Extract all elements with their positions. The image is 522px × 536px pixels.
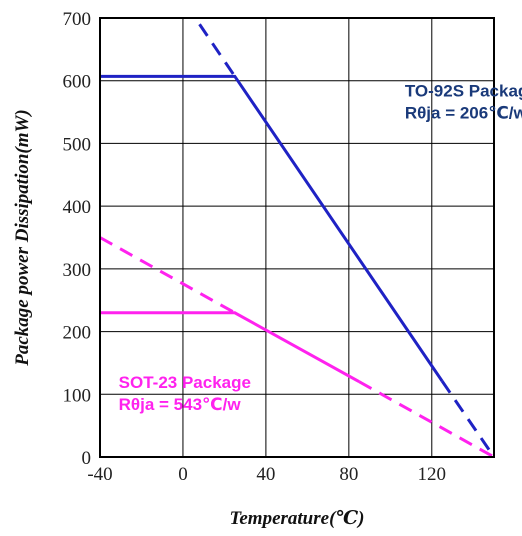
x-tick-label: 40 — [256, 464, 275, 485]
series-layer — [99, 23, 496, 459]
x-tick-label: 0 — [178, 464, 188, 485]
sot23-derating-line — [100, 311, 360, 384]
sot23-extrapolation-line — [358, 380, 495, 459]
x-tick-label: 80 — [339, 464, 358, 485]
y-axis-title: Package power Dissipation(mW) — [12, 109, 33, 367]
to92s-label-line: Rθja = 206℃/w — [405, 103, 522, 122]
to92s-derating-line — [100, 74, 444, 382]
x-axis-title: Temperature(℃) — [230, 508, 365, 529]
y-tick-label: 700 — [63, 9, 92, 30]
y-tick-label: 300 — [63, 260, 92, 281]
sot23-series — [99, 236, 495, 459]
x-tick-label: 120 — [418, 464, 447, 485]
y-tick-label: 500 — [63, 134, 92, 155]
y-tick-label: 600 — [63, 72, 92, 93]
grid-lines — [100, 18, 494, 457]
to92s-extrapolation-line — [198, 23, 237, 78]
sot23-extrapolation-line — [99, 236, 236, 315]
y-tick-label: 100 — [63, 385, 92, 406]
sot23-label-line: Rθja = 543℃/w — [119, 395, 242, 414]
to92s-extrapolation-line — [440, 380, 496, 458]
to92s-label-line: TO-92S Package — [405, 81, 522, 100]
y-tick-label: 200 — [63, 323, 92, 344]
plot-frame — [99, 17, 495, 458]
annotations: TO-92S Package Rθja = 206℃/w SOT-23 Packag… — [119, 81, 522, 414]
x-tick-label: -40 — [87, 464, 112, 485]
y-tick-label: 400 — [63, 197, 92, 218]
to92s-series — [100, 23, 496, 458]
y-tick-label: 0 — [82, 448, 92, 469]
sot23-label-line: SOT-23 Package — [119, 373, 251, 392]
